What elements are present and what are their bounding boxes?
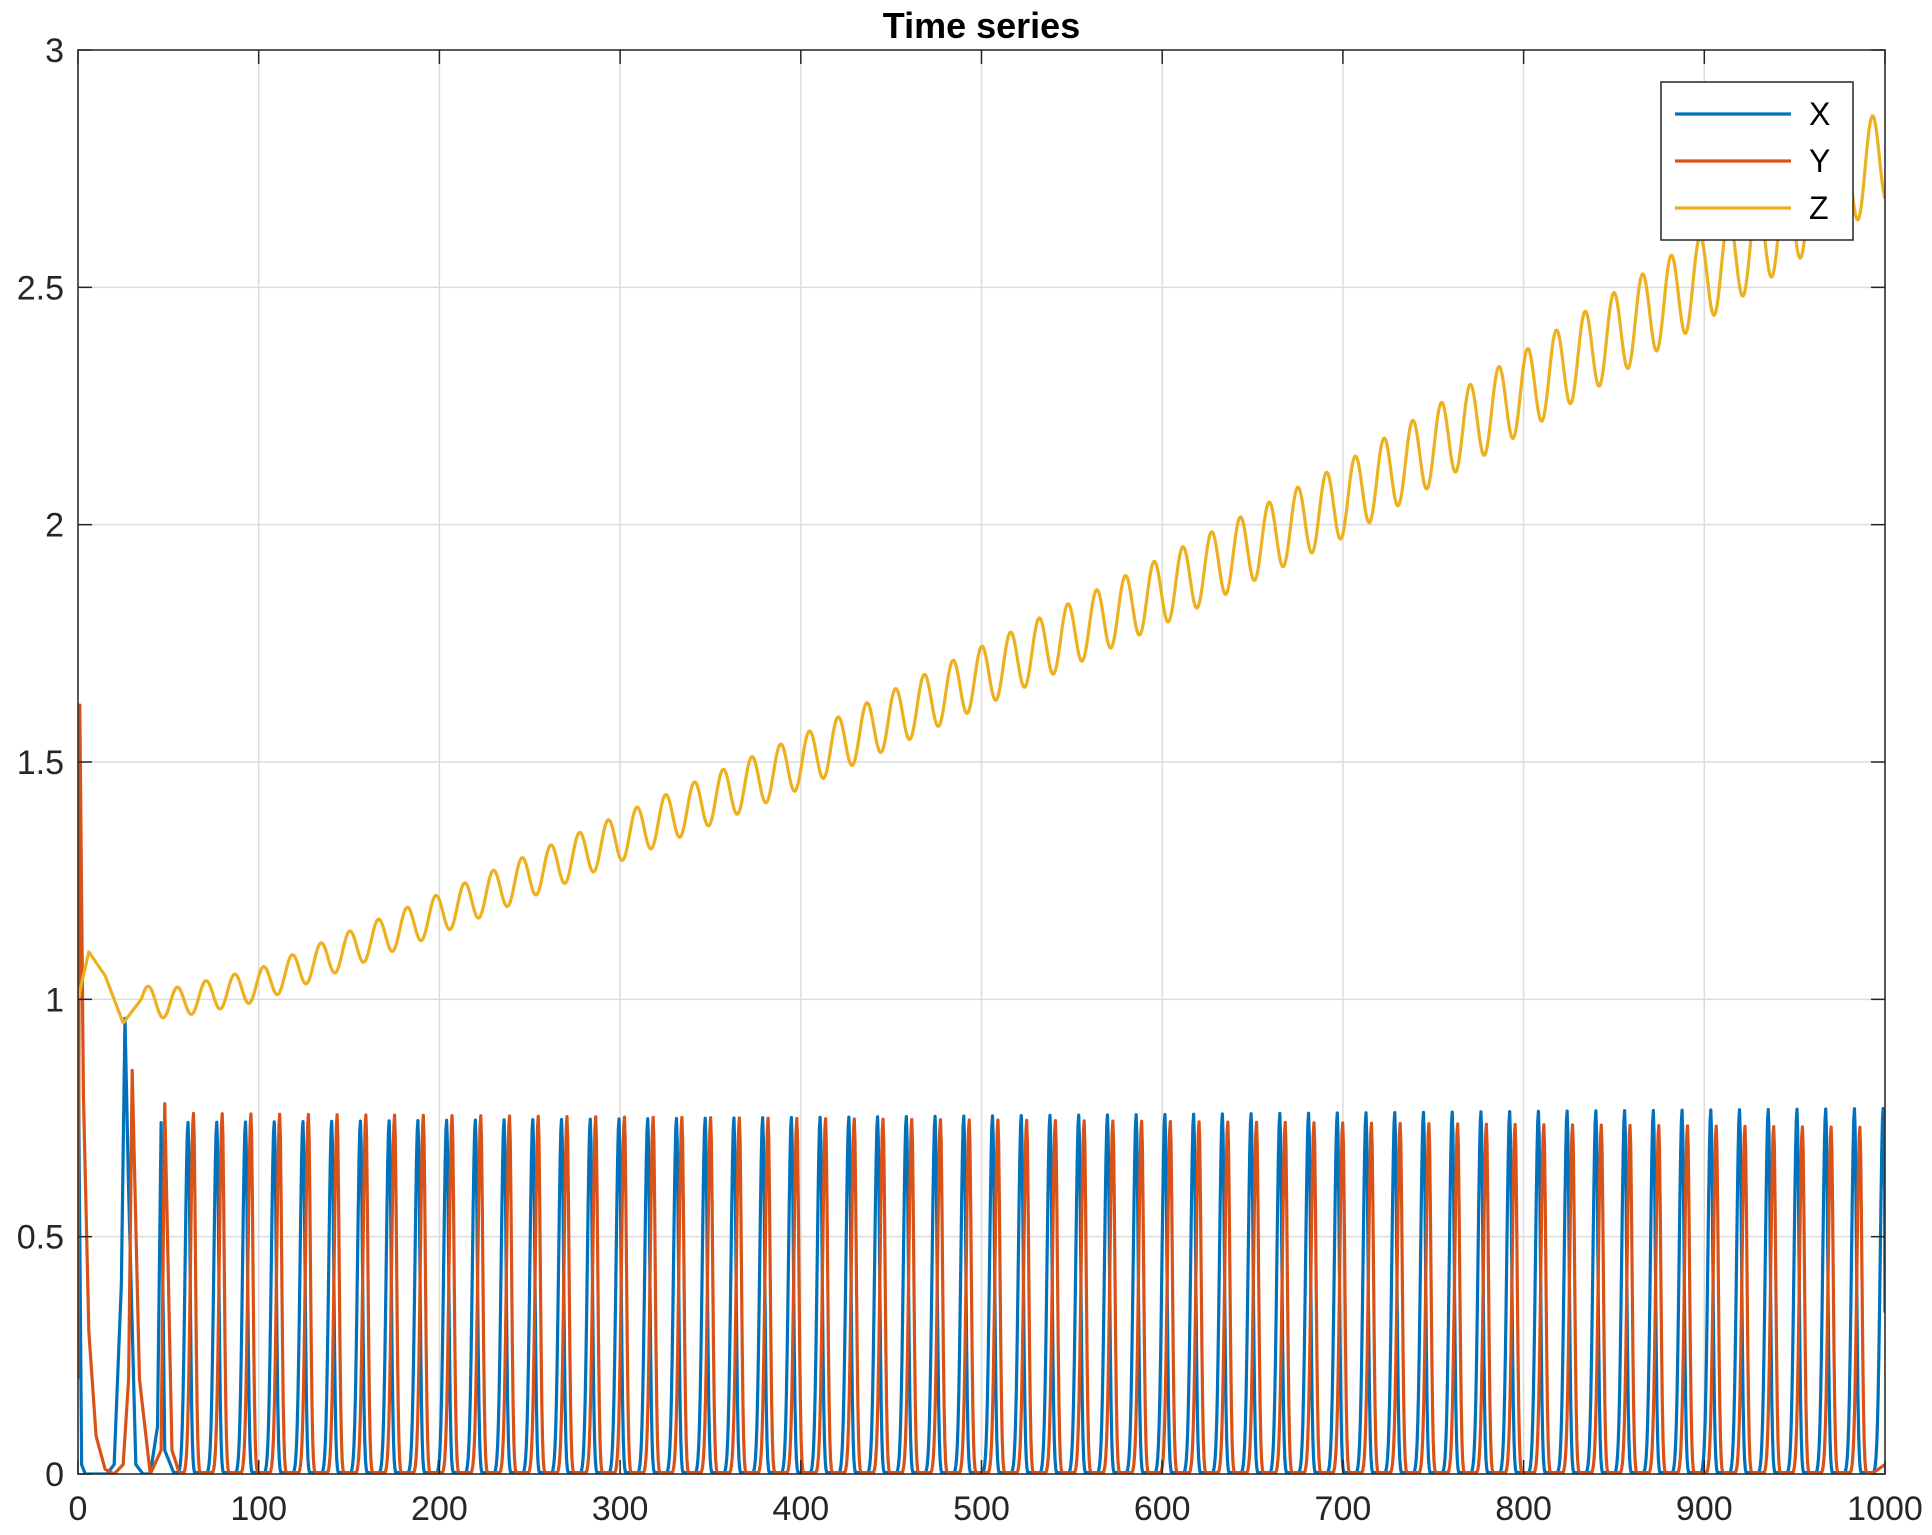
y-tick-label: 1 bbox=[45, 981, 64, 1019]
series-line-y bbox=[78, 703, 1885, 1474]
x-tick-label: 900 bbox=[1676, 1490, 1733, 1528]
y-tick-label: 3 bbox=[45, 32, 64, 70]
x-tick-label: 100 bbox=[230, 1490, 287, 1528]
x-tick-label: 0 bbox=[69, 1490, 88, 1528]
y-tick-label: 0.5 bbox=[17, 1219, 64, 1257]
ticks bbox=[77, 49, 1886, 1475]
legend: XYZ bbox=[1660, 81, 1854, 241]
legend-label-x: X bbox=[1809, 96, 1830, 132]
legend-label-z: Z bbox=[1809, 190, 1829, 226]
y-tick-label: 1.5 bbox=[17, 744, 64, 782]
y-tick-label: 2 bbox=[45, 507, 64, 545]
y-tick-label: 2.5 bbox=[17, 269, 64, 307]
chart-title: Time series bbox=[883, 5, 1080, 46]
y-tick-label: 0 bbox=[45, 1456, 64, 1494]
x-tick-label: 1000 bbox=[1847, 1490, 1923, 1528]
x-tick-label: 400 bbox=[772, 1490, 829, 1528]
legend-label-y: Y bbox=[1809, 143, 1830, 179]
x-tick-label: 300 bbox=[592, 1490, 649, 1528]
x-tick-label: 800 bbox=[1495, 1490, 1552, 1528]
x-tick-label: 600 bbox=[1134, 1490, 1191, 1528]
series-layer bbox=[78, 114, 1885, 1474]
x-tick-label: 700 bbox=[1315, 1490, 1372, 1528]
x-tick-label: 500 bbox=[953, 1490, 1010, 1528]
series-line-z bbox=[78, 114, 1885, 1025]
x-tick-label: 200 bbox=[411, 1490, 468, 1528]
tick-labels: 0 100 200 300 400 500 600 700 800 900 1000 0 0.5 1 1.5… bbox=[17, 32, 1923, 1528]
